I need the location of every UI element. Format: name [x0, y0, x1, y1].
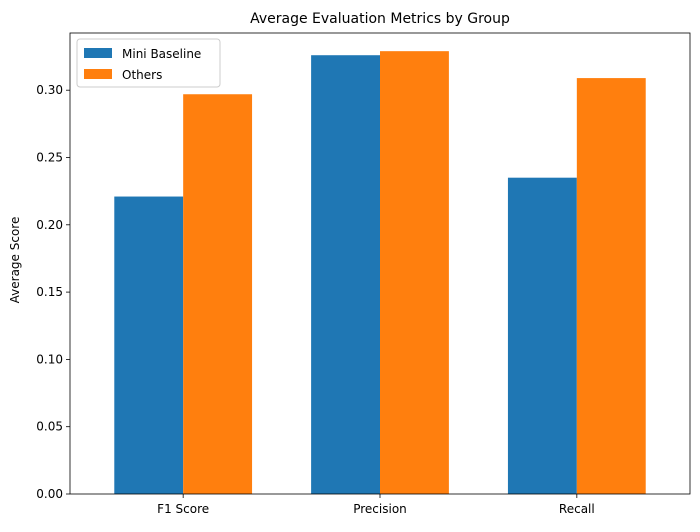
bar-mini-baseline-recall — [507, 177, 577, 494]
x-tick-label: Precision — [353, 502, 407, 516]
x-tick-label: F1 Score — [157, 502, 209, 516]
bars-layer — [114, 51, 646, 495]
y-tick-label: 0.05 — [36, 420, 63, 434]
legend-swatch — [84, 69, 112, 79]
bar-mini-baseline-f1-score — [114, 196, 184, 495]
x-axis: F1 Score Precision Recall — [157, 494, 595, 516]
bar-others-f1-score — [183, 94, 253, 495]
bar-others-precision — [380, 51, 449, 495]
legend-label: Others — [122, 68, 162, 82]
y-tick-label: 0.15 — [36, 285, 63, 299]
bar-mini-baseline-precision — [311, 55, 380, 495]
legend-box — [76, 38, 221, 88]
y-tick-label: 0.25 — [36, 151, 63, 165]
y-tick-label: 0.00 — [36, 487, 63, 501]
y-tick-label: 0.10 — [36, 352, 63, 366]
legend-label: Mini Baseline — [122, 47, 201, 61]
y-tick-label: 0.20 — [36, 218, 63, 232]
y-tick-label: 0.30 — [36, 83, 63, 97]
y-axis-label: Average Score — [8, 217, 22, 304]
chart-title: Average Evaluation Metrics by Group — [250, 11, 510, 27]
legend: Mini Baseline Others — [76, 38, 221, 88]
x-tick-label: Recall — [559, 502, 595, 516]
bar-others-recall — [576, 78, 646, 494]
y-axis: 0.00 0.05 0.10 0.15 0.20 0.25 0.30 — [36, 83, 70, 501]
legend-swatch — [84, 48, 112, 58]
